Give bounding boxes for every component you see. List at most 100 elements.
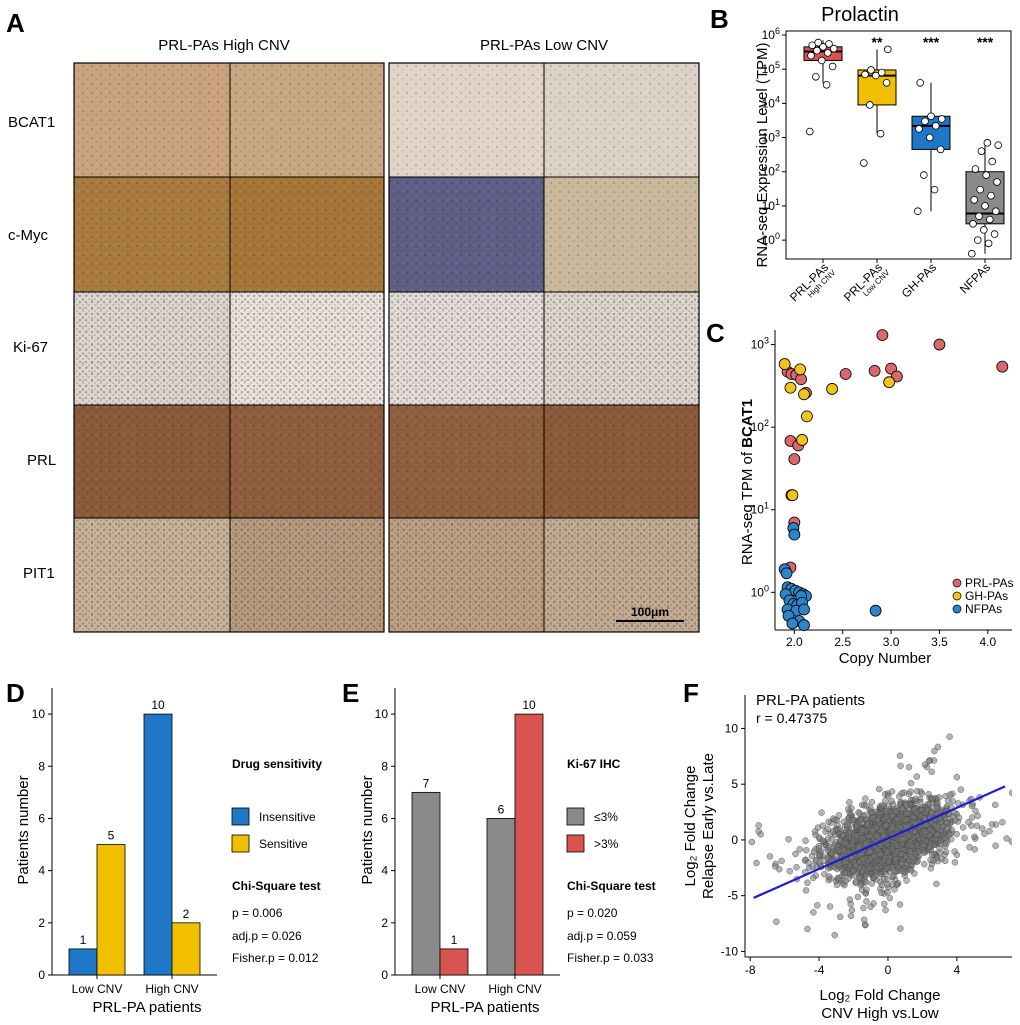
chart-e-chart-bar-label-0-0: 7 — [423, 776, 430, 790]
ihc-tile-nuclei-2-3 — [544, 292, 699, 405]
chart-e-chart-bar-label-1-1: 10 — [522, 698, 536, 712]
chart-b-point-3-10 — [970, 196, 978, 204]
chart-c-legend-label-0: PRL-PAs — [965, 576, 1013, 590]
chart-b-frame — [785, 30, 1012, 260]
chart-f-point — [828, 836, 835, 843]
chart-c-xtick-label-2: 3.0 — [883, 635, 900, 649]
chart-d-legend-swatch-1 — [231, 834, 250, 853]
chart-b-ytick-label-5: 105 — [762, 60, 780, 76]
chart-b-point-2-1 — [930, 185, 939, 194]
chart-b-point-3-5 — [969, 220, 977, 228]
chart-f-point — [913, 787, 921, 795]
chart-f-point — [865, 864, 872, 872]
chart-b-point-3-8 — [991, 207, 1000, 216]
chart-b-point-3-13 — [993, 178, 1001, 186]
chart-e-legend-label-1: >3% — [594, 837, 619, 851]
panel-e: E Patients number PRL-PA patients 0 2 4 6 8 1… — [342, 678, 656, 1016]
chart-f-point — [766, 853, 774, 860]
ihc-tile-texture-3-3 — [544, 405, 699, 518]
chart-f-point — [921, 861, 928, 868]
chart-f-point — [897, 762, 904, 770]
chart-b-ytick-label-6-base: 10 — [762, 28, 776, 42]
chart-c-point-1-8 — [883, 376, 896, 389]
chart-f-point — [905, 763, 913, 771]
chart-f-point — [883, 813, 890, 820]
chart-b-ytick-label-4-base: 10 — [762, 96, 776, 110]
chart-b-point-3-0 — [967, 249, 976, 258]
chart-b-point-1-2 — [865, 101, 874, 109]
chart-f-point — [877, 809, 885, 817]
chart-f-point — [949, 797, 956, 805]
ihc-tile-grid — [73, 62, 700, 633]
chart-f-point — [931, 822, 939, 829]
chart-f-point — [902, 868, 909, 876]
chart-f-point — [988, 821, 996, 828]
chart-f-point — [848, 906, 856, 914]
chart-b-point-3-2 — [973, 236, 982, 244]
chart-c-ytick-label-3-exp: 3 — [764, 336, 769, 346]
chart-f-point — [803, 847, 810, 854]
chart-f-point — [910, 834, 917, 842]
chart-c-ylabel: RNA-seq TPM of BCAT1 — [739, 399, 756, 565]
chart-f-point — [979, 825, 986, 832]
chart-f-point — [884, 888, 891, 896]
chart-f-point — [778, 857, 785, 865]
chart-b-point-0-3 — [828, 62, 837, 71]
chart-f-ytick-label-1: -5 — [727, 889, 738, 903]
chart-f-point — [928, 795, 936, 802]
chart-c-ylabel-prefix: RNA-seq TPM of — [739, 448, 756, 565]
chart-d-chart-bar-label-1-1: 2 — [183, 907, 190, 921]
chart-e-chart-ytick-label-1: 2 — [381, 916, 388, 930]
chart-d-chart-ytick-label-3: 6 — [38, 811, 45, 825]
chart-b-point-0-8 — [829, 44, 838, 53]
chart-f-point — [863, 898, 870, 905]
chart-c-point-2-23 — [869, 604, 882, 617]
chart-c-ytick-label-2-exp: 2 — [764, 418, 769, 428]
chart-f-ylabel-line1: Log₂ Fold Change — [682, 766, 699, 887]
chart-f-point — [802, 887, 810, 894]
chart-f-point — [860, 916, 868, 923]
chart-b-point-0-5 — [807, 51, 815, 60]
chart-b-ytick-label-1-exp: 1 — [775, 197, 780, 207]
chart-b-point-3-7 — [975, 212, 983, 221]
chart-c-point-2-1 — [788, 528, 801, 541]
chart-f-point — [974, 812, 981, 820]
chart-f-point — [792, 850, 799, 858]
chart-f-point — [941, 857, 949, 865]
chart-d-ylabel: Patients number — [15, 775, 32, 884]
chart-f-point — [888, 797, 895, 805]
chart-b-point-3-16 — [988, 157, 996, 166]
chart-b-point-1-6 — [877, 68, 886, 77]
chart-f-point — [928, 810, 935, 817]
chart-f-point — [878, 889, 885, 897]
chart-b-ytick-label-2-base: 10 — [762, 165, 776, 179]
chart-f-point — [785, 836, 792, 843]
chart-e-legend-title: Ki-67 IHC — [567, 757, 621, 771]
chart-c-xtick-label-3: 3.5 — [931, 635, 948, 649]
chart-e-chart-ytick-label-0: 0 — [381, 968, 388, 982]
chart-b-ytick-label-3-base: 10 — [762, 131, 776, 145]
chart-b-point-2-3 — [936, 145, 945, 154]
ihc-tile-texture-0-0 — [74, 63, 230, 177]
chart-f-point — [934, 743, 942, 751]
chart-c-legend-marker-2 — [952, 604, 962, 614]
chart-f-point — [896, 752, 904, 759]
chart-f-point — [892, 807, 899, 815]
chart-b-point-0-4 — [817, 56, 826, 65]
chart-f-point — [802, 837, 809, 844]
chart-e-chart-ytick-label-5: 10 — [375, 707, 389, 721]
chart-b-point-3-17 — [977, 147, 986, 155]
chart-f-point — [925, 790, 932, 798]
ihc-tile-texture-1-3 — [544, 177, 699, 292]
chart-f-point — [893, 881, 900, 888]
chart-b-point-1-8 — [883, 45, 892, 54]
chart-f-point — [931, 835, 939, 843]
chart-b-point-3-3 — [990, 230, 999, 238]
chart-b-ytick-label-6-exp: 6 — [775, 26, 780, 36]
chart-d-legend-title: Drug sensitivity — [232, 757, 322, 771]
chart-f-point — [937, 819, 945, 826]
chart-e-chart-bar-label-0-1: 1 — [451, 933, 458, 947]
chart-f-point — [903, 810, 910, 817]
row-label-pit1: PIT1 — [23, 565, 55, 582]
chart-f-point — [953, 851, 961, 859]
